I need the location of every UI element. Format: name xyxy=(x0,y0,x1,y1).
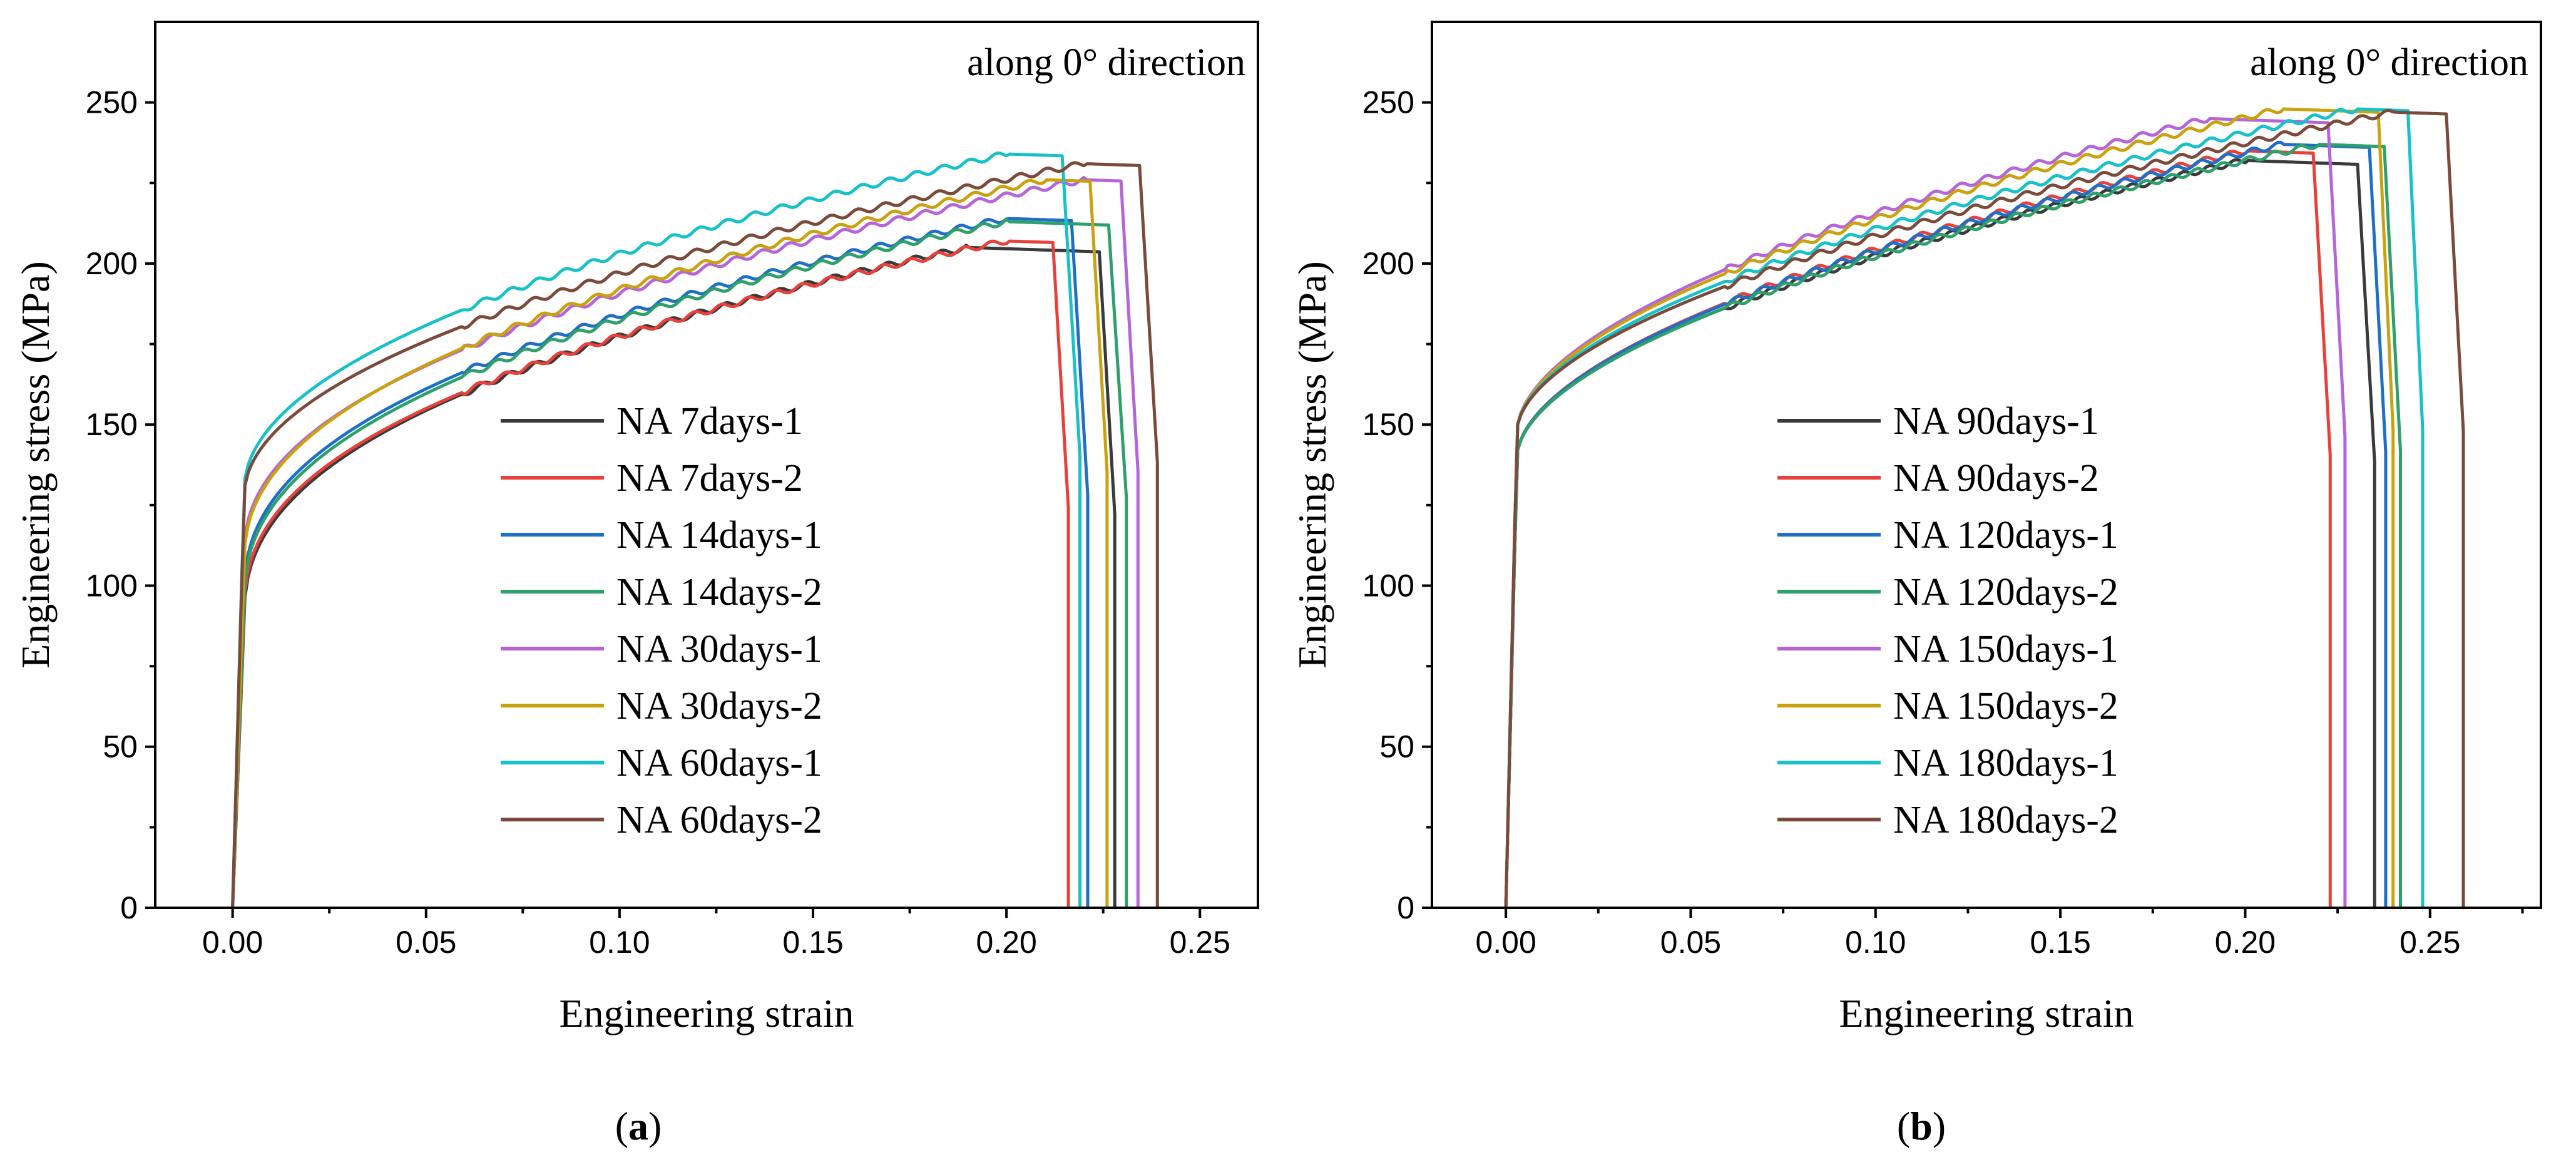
y-tick-label: 150 xyxy=(86,407,138,442)
x-tick-label: 0.00 xyxy=(1475,925,1536,960)
y-tick-label: 0 xyxy=(1397,890,1414,925)
series-line xyxy=(231,239,1070,910)
y-tick-label: 200 xyxy=(1362,246,1414,281)
legend: NA 90days-1 NA 90days-2 NA 120days-1 NA 120… xyxy=(1777,400,2119,841)
series-line xyxy=(1504,140,2388,910)
series-line xyxy=(1504,143,2402,910)
legend-label: NA 180days-1 xyxy=(1893,742,2119,784)
x-axis-label: Engineering strain xyxy=(1839,991,2134,1036)
series-line xyxy=(231,161,1159,910)
legend-label: NA 90days-2 xyxy=(1893,457,2099,500)
x-tick-label: 0.25 xyxy=(2400,925,2460,960)
direction-annotation: along 0° direction xyxy=(967,41,1245,84)
x-tick-label: 0.20 xyxy=(976,925,1036,960)
series-line xyxy=(1504,107,2395,910)
x-tick-label: 0.05 xyxy=(1660,925,1721,960)
y-axis-label: Engineering stress (MPa) xyxy=(1290,261,1334,669)
x-tick-label: 0.25 xyxy=(1170,925,1230,960)
y-tick-label: 150 xyxy=(1362,407,1414,442)
legend-label: NA 60days-2 xyxy=(616,799,822,841)
x-tick-label: 0.10 xyxy=(589,925,650,960)
x-tick-label: 0.20 xyxy=(2215,925,2276,960)
y-tick-label: 100 xyxy=(1362,568,1414,603)
legend-label: NA 7days-2 xyxy=(616,457,803,500)
y-tick-label: 0 xyxy=(120,890,138,925)
panel-caption: (a) xyxy=(615,1104,662,1148)
series-group xyxy=(1504,107,2465,910)
legend-label: NA 180days-2 xyxy=(1893,799,2119,841)
legend-label: NA 30days-2 xyxy=(616,685,822,728)
x-axis-label: Engineering strain xyxy=(560,991,854,1036)
y-tick-label: 250 xyxy=(1362,85,1414,120)
legend-label: NA 7days-1 xyxy=(616,400,803,443)
y-axis-label: Engineering stress (MPa) xyxy=(13,261,58,669)
legend-label: NA 14days-1 xyxy=(616,514,822,557)
plot-frame xyxy=(1431,21,2542,909)
series-line xyxy=(1504,108,2465,910)
chart-panel-b: 0.00 0.05 0.10 0.15 0.20 0.25 0 50 100 150 200 250 E… xyxy=(1290,21,2542,1148)
series-group xyxy=(231,152,1159,910)
legend: NA 7days-1 NA 7days-2 NA 14days-1 NA 14days… xyxy=(501,400,822,841)
x-tick-label: 0.05 xyxy=(396,925,456,960)
legend-label: NA 14days-2 xyxy=(616,571,822,614)
y-tick-label: 250 xyxy=(86,85,138,120)
x-tick-label: 0.15 xyxy=(782,925,843,960)
series-line xyxy=(231,218,1128,910)
x-tick-label: 0.00 xyxy=(202,925,263,960)
x-tick-label: 0.10 xyxy=(1845,925,1906,960)
legend-label: NA 120days-1 xyxy=(1893,514,2119,557)
y-tick-label: 50 xyxy=(1379,729,1414,764)
y-tick-label: 100 xyxy=(86,568,138,603)
direction-annotation: along 0° direction xyxy=(2250,41,2528,84)
series-line xyxy=(231,178,1109,910)
legend-label: NA 30days-1 xyxy=(616,628,822,671)
series-line xyxy=(1504,116,2347,910)
legend-label: NA 90days-1 xyxy=(1893,400,2099,443)
series-line xyxy=(231,152,1082,910)
plot-frame xyxy=(154,21,1259,909)
legend-label: NA 120days-2 xyxy=(1893,571,2119,614)
legend-label: NA 60days-1 xyxy=(616,742,822,784)
series-line xyxy=(1504,107,2425,910)
y-tick-label: 200 xyxy=(86,246,138,281)
panel-caption: (b) xyxy=(1897,1104,1946,1148)
x-tick-label: 0.15 xyxy=(2030,925,2090,960)
legend-label: NA 150days-2 xyxy=(1893,685,2119,728)
chart-panel-a: 0.00 0.05 0.10 0.15 0.20 0.25 0 50 100 150 200 250 E… xyxy=(13,21,1259,1148)
legend-label: NA 150days-1 xyxy=(1893,628,2119,671)
y-tick-label: 50 xyxy=(103,729,138,764)
